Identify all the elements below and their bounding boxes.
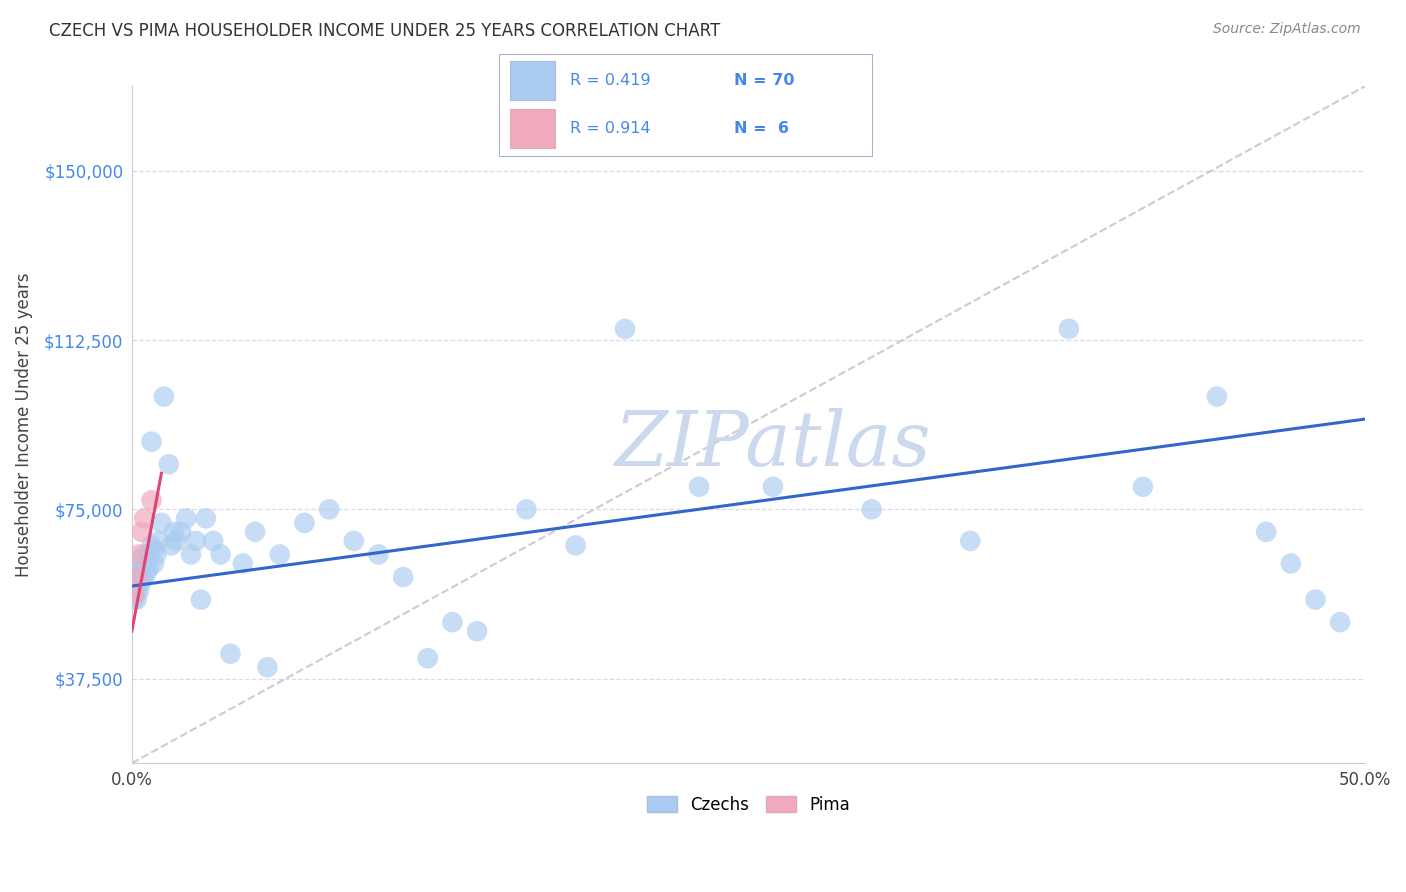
Point [343,533,366,548]
Point [269,548,291,562]
Point [128,583,150,598]
Point [614,322,637,336]
Point [134,557,156,571]
Point [135,552,157,566]
Point [243,524,266,539]
Point [209,548,232,562]
Point [141,434,163,449]
Point [134,511,156,525]
Point [232,557,254,571]
Point [688,480,710,494]
Point [219,647,242,661]
Point [163,524,186,539]
Point [184,533,207,548]
Point [128,566,150,580]
Point [1329,615,1351,629]
Point [148,533,170,548]
Point [124,588,146,602]
FancyBboxPatch shape [510,61,555,100]
Point [294,516,316,530]
Text: R = 0.914: R = 0.914 [569,121,651,136]
Point [174,511,197,525]
Point [125,570,148,584]
Point [138,548,160,562]
Legend: Czechs, Pima: Czechs, Pima [638,788,858,822]
Point [1205,390,1227,404]
Text: N = 70: N = 70 [734,72,794,87]
Point [124,579,146,593]
Point [125,561,148,575]
Point [135,566,157,580]
Point [141,493,163,508]
Point [194,511,217,525]
Point [1305,592,1327,607]
Text: R = 0.419: R = 0.419 [569,72,651,87]
Point [143,543,166,558]
Point [860,502,883,516]
Point [131,574,153,589]
Point [1256,524,1278,539]
Point [180,548,202,562]
Point [157,457,180,471]
Point [131,524,153,539]
Point [143,557,166,571]
Point [125,570,148,584]
Point [138,561,160,575]
Point [190,592,212,607]
Y-axis label: Householder Income Under 25 years: Householder Income Under 25 years [15,272,32,577]
Text: CZECH VS PIMA HOUSEHOLDER INCOME UNDER 25 YEARS CORRELATION CHART: CZECH VS PIMA HOUSEHOLDER INCOME UNDER 2… [49,22,720,40]
Point [256,660,278,674]
Point [416,651,439,665]
Point [564,538,586,552]
Point [515,502,537,516]
Point [367,548,389,562]
Point [202,533,225,548]
Point [441,615,464,629]
Point [150,516,173,530]
Point [959,533,981,548]
Point [1057,322,1080,336]
Point [141,538,163,552]
Text: N =  6: N = 6 [734,121,789,136]
Point [131,552,153,566]
Point [170,524,193,539]
Point [124,588,146,602]
Point [1279,557,1302,571]
Point [318,502,340,516]
Point [134,548,156,562]
Point [1132,480,1154,494]
Point [762,480,785,494]
Point [131,561,153,575]
Point [392,570,415,584]
Point [160,538,183,552]
Point [125,583,148,598]
Point [125,579,148,593]
Point [124,570,146,584]
Text: ZIPatlas: ZIPatlas [614,408,931,482]
Text: Source: ZipAtlas.com: Source: ZipAtlas.com [1213,22,1361,37]
Point [125,592,148,607]
Point [128,574,150,589]
FancyBboxPatch shape [510,109,555,148]
Point [128,548,150,562]
Point [465,624,488,639]
Point [145,548,167,562]
Point [165,533,187,548]
Point [134,570,156,584]
Point [128,557,150,571]
Point [153,390,176,404]
Point [124,592,146,607]
